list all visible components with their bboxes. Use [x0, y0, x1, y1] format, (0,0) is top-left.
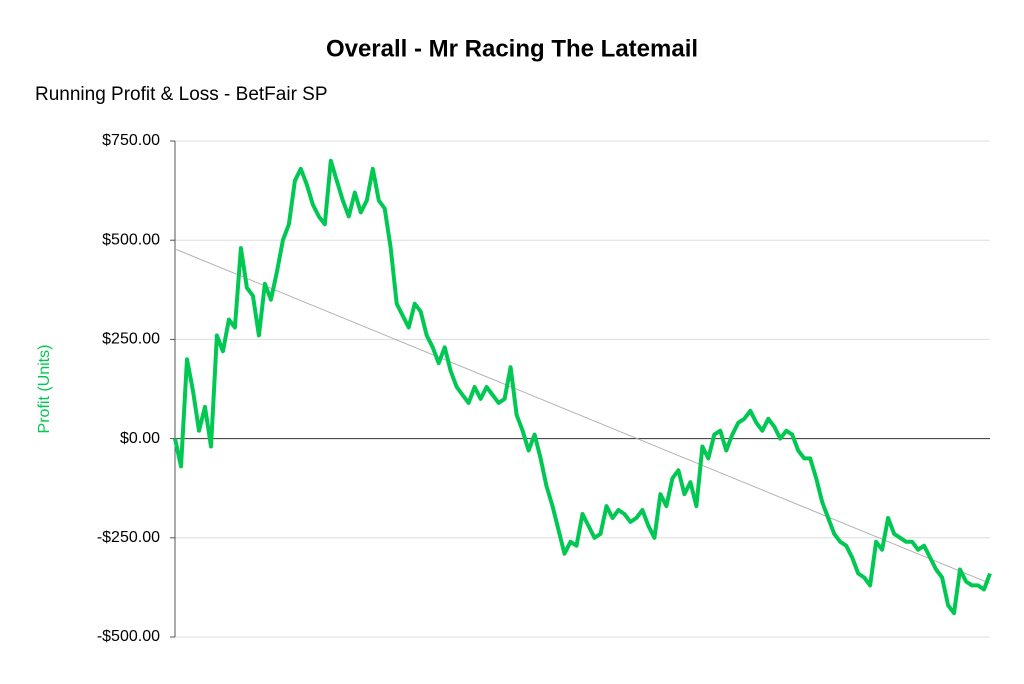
y-tick-label: $500.00 [102, 231, 160, 248]
y-tick-label: $750.00 [102, 132, 160, 149]
y-axis-label: Profit (Units) [36, 345, 53, 434]
chart-subtitle: Running Profit & Loss - BetFair SP [35, 84, 328, 105]
trend-line [174, 248, 991, 584]
y-tick-label: -$500.00 [97, 628, 160, 645]
y-tick-label: $0.00 [120, 430, 160, 447]
profit-line [173, 158, 992, 616]
y-tick-label: -$250.00 [97, 529, 160, 546]
y-tick-label: $250.00 [102, 331, 160, 348]
chart-title: Overall - Mr Racing The Latemail [326, 35, 698, 62]
